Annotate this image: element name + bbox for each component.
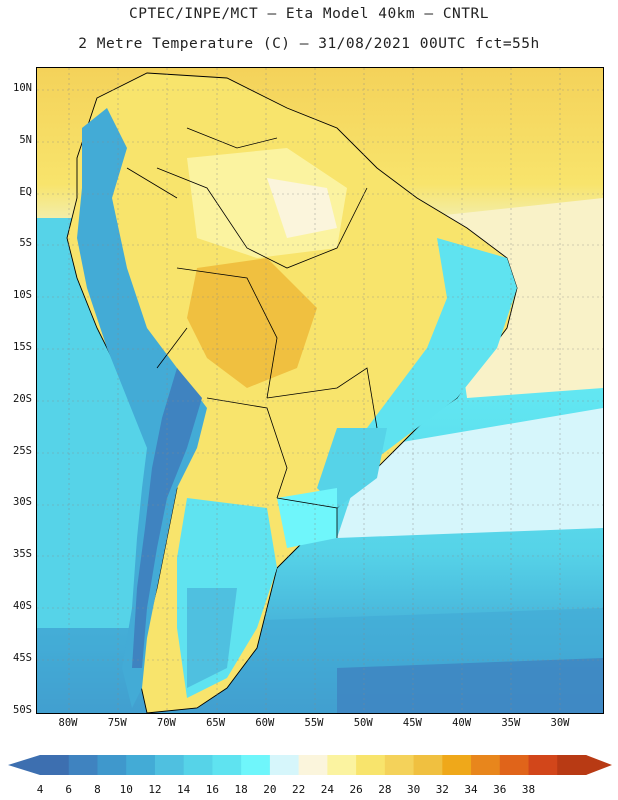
lon-label: 55W <box>304 717 324 729</box>
lon-label: 60W <box>255 717 275 729</box>
colorbar-label: 14 <box>177 783 191 796</box>
colorbar-label: 34 <box>464 783 478 796</box>
lat-label: EQ <box>19 185 32 198</box>
colorbar-swatch <box>327 755 357 775</box>
colorbar-swatch <box>212 755 242 775</box>
colorbar-label: 8 <box>94 783 101 796</box>
colorbar-swatch <box>471 755 501 775</box>
lat-label: 25S <box>13 444 32 457</box>
lon-label: 30W <box>550 717 570 729</box>
colorbar-swatch <box>557 755 587 775</box>
borders <box>126 127 378 538</box>
colorbar-swatch <box>528 755 558 775</box>
lat-label: 5S <box>19 237 32 250</box>
colorbar-label: 6 <box>65 783 73 796</box>
colorbar-swatch <box>40 755 70 775</box>
lon-label: 50W <box>353 717 373 729</box>
colorbar-label: 30 <box>406 783 421 796</box>
lon-label: 70W <box>156 717 176 729</box>
colorbar-swatch <box>154 755 185 775</box>
colorbar-swatch <box>97 755 127 775</box>
lat-label: 10S <box>13 289 32 302</box>
atlantic-cool-band <box>337 408 603 538</box>
colorbar-label: 12 <box>148 783 162 796</box>
lat-label: 45S <box>13 651 32 664</box>
lat-label: 50S <box>13 703 32 716</box>
colorbar-swatch <box>442 755 472 775</box>
lat-label: 5N <box>19 133 32 146</box>
colorbar-swatch <box>298 755 328 775</box>
colorbar-swatch <box>356 755 386 775</box>
patagonia-cool <box>187 588 237 688</box>
andes-cold <box>77 108 207 708</box>
east-coast-cool <box>367 238 517 458</box>
pacific-cool <box>37 218 157 628</box>
lon-label: 45W <box>402 717 422 729</box>
colorbar-label: 10 <box>119 783 133 796</box>
colorbar-label: 26 <box>349 783 363 796</box>
colorbar-label: 24 <box>320 783 334 796</box>
colorbar-label: 4 <box>36 783 44 796</box>
colorbar-label: 16 <box>205 783 220 796</box>
colorbar-label: 38 <box>521 783 536 796</box>
colorbar-swatch <box>269 755 300 775</box>
colorbar-label: 36 <box>493 783 507 796</box>
lon-label: 75W <box>107 717 127 729</box>
colorbar-swatch <box>499 755 530 775</box>
lon-label: 40W <box>452 717 472 729</box>
colorbar-swatch <box>126 755 156 775</box>
lat-label: 20S <box>13 392 32 405</box>
colorbar-label: 20 <box>263 783 277 796</box>
colorbar-label: 18 <box>234 783 248 796</box>
lon-label: 35W <box>501 717 521 729</box>
amazon-whiter <box>267 178 337 238</box>
colorbar-swatch <box>241 755 271 775</box>
colorbar-label: 28 <box>378 783 392 796</box>
lat-label: 15S <box>13 341 32 353</box>
south-brazil-cool <box>317 428 387 508</box>
colorbar <box>8 755 612 775</box>
colorbar-swatch <box>384 755 415 775</box>
andes-coldest <box>132 368 202 668</box>
colorbar-swatch <box>68 755 98 775</box>
colorbar-swatch <box>413 755 443 775</box>
uruguay-cool <box>277 488 337 548</box>
hot-core <box>187 258 317 388</box>
southern-ocean-deep <box>337 658 603 713</box>
map-title: CPTEC/INPE/MCT – Eta Model 40km – CNTRL <box>129 6 489 22</box>
colorbar-swatch <box>183 755 213 775</box>
map-canvas <box>37 68 603 713</box>
lon-label: 80W <box>58 717 78 729</box>
colorbar-label: 32 <box>435 783 449 796</box>
lat-label: 10N <box>13 82 32 94</box>
colorbar-label: 22 <box>292 783 306 796</box>
colorbar-arrow-high <box>586 755 612 775</box>
graticule <box>37 68 603 713</box>
lon-label: 65W <box>206 717 226 729</box>
lat-label: 40S <box>13 600 32 612</box>
temperature-map <box>36 67 604 714</box>
lat-label: 35S <box>13 548 32 561</box>
lat-label: 30S <box>13 496 32 509</box>
colorbar-arrow-low <box>8 755 40 775</box>
map-subtitle: 2 Metre Temperature (C) – 31/08/2021 00U… <box>78 36 540 52</box>
